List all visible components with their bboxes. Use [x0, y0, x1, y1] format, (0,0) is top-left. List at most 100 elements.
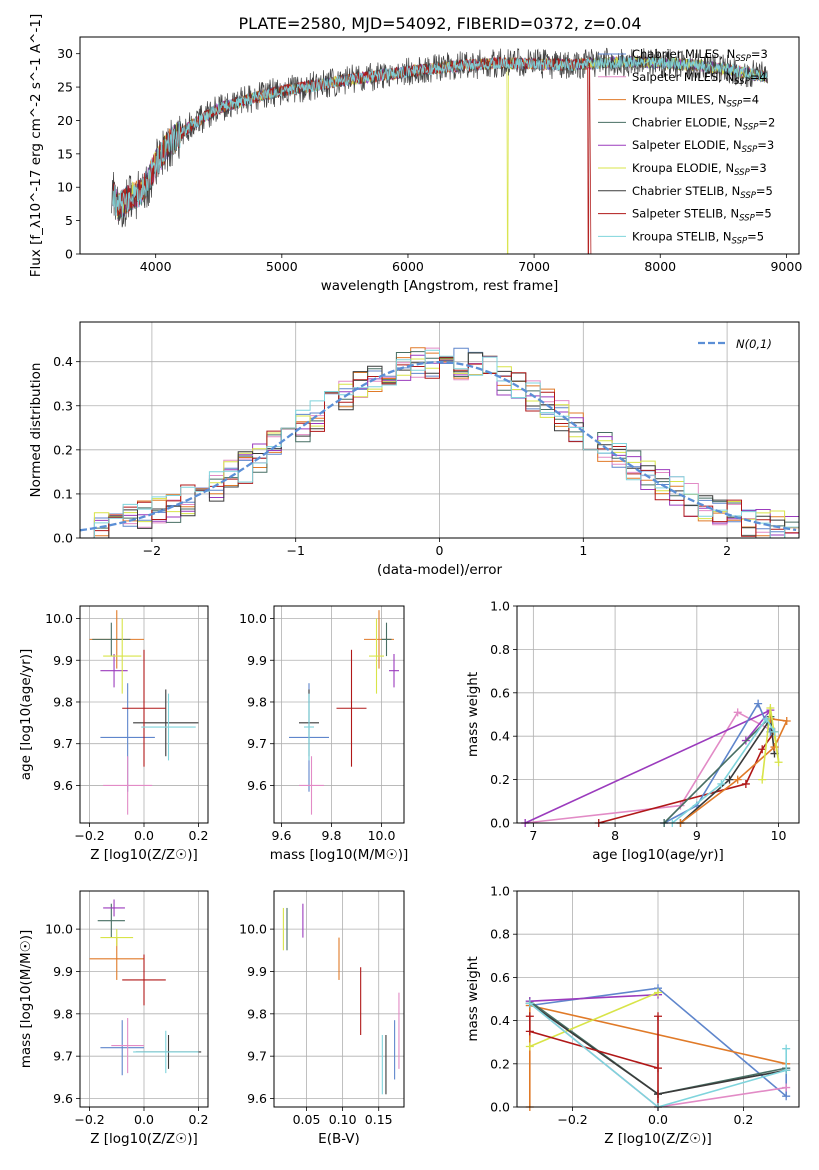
weight-marker	[525, 1027, 534, 1036]
x-tick-label: 0	[436, 543, 444, 558]
y-tick-label: 9.6	[53, 778, 73, 793]
x-tick-label: 10	[771, 828, 787, 843]
y-tick-label: 9.7	[53, 736, 73, 751]
axes-frame	[79, 321, 800, 539]
x-tick-label: 7000	[518, 259, 550, 274]
x-axis-label: mass [log10(M/M☉)]	[270, 847, 409, 863]
weight-marker	[762, 714, 771, 723]
y-tick-label: 15	[57, 146, 73, 161]
axes-frame	[79, 605, 209, 824]
plot-area-spectrum	[111, 47, 768, 254]
x-tick-label: 10.0	[368, 828, 396, 843]
y-tick-label: 30	[57, 46, 73, 61]
panel-weight_vs_age: 7 8 9 10 0.0 0.2 0.4 0.6 0.8 1.0 age [log10(age/yr…	[465, 599, 800, 863]
x-tick-label: 6000	[392, 259, 424, 274]
weight-line	[529, 987, 788, 1098]
axes-frame	[516, 605, 800, 824]
weight-marker	[717, 779, 726, 788]
weight-marker	[770, 727, 779, 736]
x-tick-label: 9000	[770, 259, 802, 274]
normal-curve	[79, 360, 797, 532]
x-axis-label: E(B-V)	[318, 1131, 360, 1147]
weight-marker	[766, 703, 775, 712]
y-tick-label: 0	[65, 247, 73, 262]
x-tick-label: 8000	[644, 259, 676, 274]
weight-marker	[733, 708, 742, 717]
spectrum-line	[112, 56, 768, 254]
x-tick-label: −0.2	[74, 828, 104, 843]
panel-weight_vs_Z: −0.2 0.0 0.2 0.0 0.2 0.4 0.6 0.8 1.0 Z [log10(Z/Z…	[465, 884, 800, 1147]
axes-frame	[273, 605, 405, 824]
legend-label: Chabrier ELODIE, NSSP=2	[632, 115, 775, 132]
y-tick-label: 9.9	[247, 653, 267, 668]
axes-frame	[516, 890, 800, 1108]
x-axis-label: age [log10(age/yr)]	[592, 847, 724, 863]
x-tick-label: −0.2	[557, 1112, 587, 1127]
y-axis-label: mass weight	[465, 956, 481, 1041]
legend-label: Chabrier MILES, NSSP=3	[632, 47, 768, 64]
x-tick-label: 5000	[266, 259, 298, 274]
weight-line	[598, 731, 776, 824]
weight-marker	[782, 1092, 791, 1101]
y-tick-label: 9.8	[53, 1006, 73, 1021]
y-tick-label: 9.8	[53, 694, 73, 709]
y-tick-label: 0.4	[53, 354, 73, 369]
y-tick-label: 9.9	[53, 653, 73, 668]
x-tick-label: 0.05	[293, 1112, 321, 1127]
y-axis-label: Normed distribution	[28, 363, 44, 498]
legend-spectrum: Chabrier MILES, NSSP=3 Salpeter MILES, NS…	[598, 47, 775, 246]
y-axis-label: Flux [f_λ10^-17 erg cm^-2 s^-1 A^-1]	[28, 14, 44, 277]
panel-residuals: −2 −1 0 1 2 0.0 0.1 0.2 0.3 0.4 (data-model)/error…	[28, 321, 800, 578]
y-tick-label: 0.0	[53, 531, 73, 546]
legend-label: Kroupa MILES, NSSP=4	[632, 93, 759, 110]
weight-line	[529, 1002, 788, 1108]
y-tick-label: 9.9	[247, 964, 267, 979]
legend-label: Salpeter ELODIE, NSSP=3	[632, 138, 774, 155]
plot-area-weight_vs_Z	[525, 984, 791, 1111]
plot-area-age_vs_mass	[289, 610, 399, 815]
plot-area-ebv	[282, 903, 400, 1095]
x-axis-label: wavelength [Angstrom, rest frame]	[321, 278, 559, 294]
plot-area-weight_vs_age	[521, 699, 791, 827]
y-tick-label: 10.0	[45, 611, 73, 626]
weight-line	[663, 716, 771, 824]
weight-line	[525, 711, 775, 824]
x-tick-label: 9.8	[322, 828, 342, 843]
y-tick-label: 9.6	[247, 1091, 267, 1106]
weight-marker	[654, 988, 662, 997]
weight-marker	[733, 775, 742, 784]
x-tick-label: −2	[143, 543, 161, 558]
x-tick-label: 4000	[140, 259, 172, 274]
y-tick-label: 20	[57, 113, 73, 128]
y-tick-label: 9.6	[247, 778, 267, 793]
weight-line	[679, 716, 776, 824]
x-tick-label: 0.2	[734, 1112, 754, 1127]
legend-label: Kroupa STELIB, NSSP=5	[632, 229, 764, 246]
y-tick-label: 0.2	[490, 1056, 510, 1071]
legend-label: Chabrier STELIB, NSSP=5	[632, 184, 773, 201]
spectrum-line	[112, 56, 592, 254]
x-tick-label: 0.0	[134, 1112, 154, 1127]
y-tick-label: 0.6	[490, 970, 510, 985]
y-tick-label: 9.8	[247, 1006, 267, 1021]
x-axis-label: Z [log10(Z/Z☉)]	[90, 847, 198, 863]
legend-residuals: N(0,1)	[698, 337, 772, 351]
y-tick-label: 9.6	[53, 1091, 73, 1106]
weight-marker	[741, 779, 750, 788]
weight-marker	[782, 717, 791, 726]
y-tick-label: 9.7	[53, 1049, 73, 1064]
y-tick-label: 0.1	[53, 486, 73, 501]
y-tick-label: 9.7	[247, 736, 267, 751]
x-tick-label: 9.6	[272, 828, 292, 843]
y-tick-label: 1.0	[490, 599, 510, 614]
panel-spectrum: 4000 5000 6000 7000 8000 9000 0 5 10 15 20 25 30 wave…	[28, 14, 802, 294]
y-tick-label: 0.4	[490, 729, 510, 744]
plot-area-mass_vs_Z	[89, 899, 202, 1076]
weight-marker	[782, 1066, 791, 1075]
y-tick-label: 0.8	[490, 642, 510, 657]
y-tick-label: 10.0	[239, 922, 267, 937]
y-tick-label: 0.6	[490, 685, 510, 700]
x-axis-label: Z [log10(Z/Z☉)]	[604, 1131, 712, 1147]
y-tick-label: 10	[57, 180, 73, 195]
